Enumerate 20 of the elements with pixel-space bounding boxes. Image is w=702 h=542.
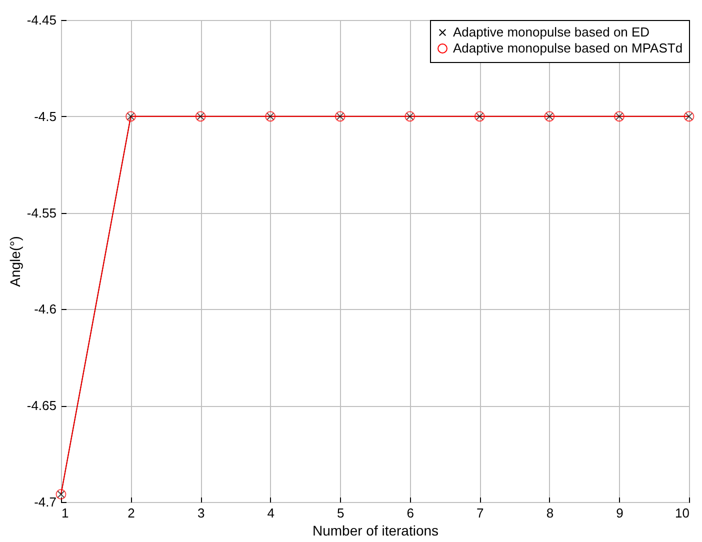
y-tick-label: -4.7 [34,494,56,510]
y-tick-label: -4.5 [34,108,56,124]
x-tick-label: 3 [197,506,205,520]
x-tick-label: 1 [62,506,69,520]
x-tick-label: 10 [675,506,690,520]
x-axis-title: Number of iterations [312,522,439,538]
x-tick-label: 5 [336,506,344,520]
x-tick-label: 2 [128,506,135,520]
legend-label: Adaptive monopulse based on ED [453,24,650,40]
x-tick-label: 7 [476,506,484,520]
y-axis-title: Angle(°) [6,236,23,287]
x-tick-label: 8 [546,506,554,520]
x-tick-label: 4 [267,506,274,520]
y-tick-label: -4.45 [26,12,56,28]
x-tick-label: 6 [406,506,414,520]
x-tick-label: 9 [616,506,624,520]
y-tick-label: -4.6 [34,302,56,317]
y-tick-label: -4.65 [26,398,56,414]
legend-label: Adaptive monopulse based on MPASTd [453,40,683,56]
y-tick-label: -4.55 [26,205,56,220]
